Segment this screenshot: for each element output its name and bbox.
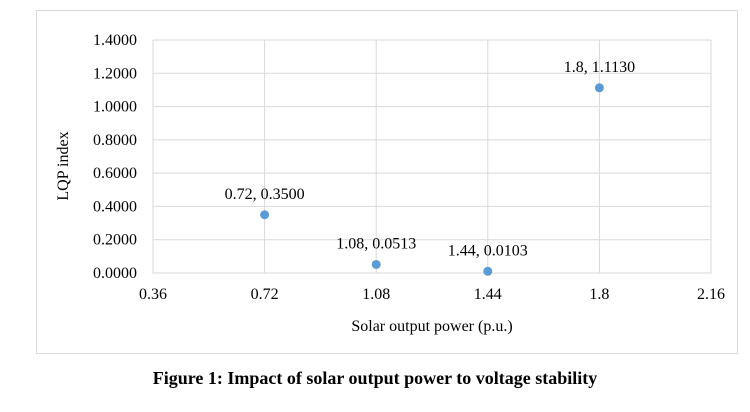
data-points bbox=[260, 83, 604, 276]
x-axis-title: Solar output power (p.u.) bbox=[351, 318, 512, 335]
y-tick-label: 0.2000 bbox=[93, 232, 137, 249]
x-tick-label: 1.08 bbox=[362, 286, 390, 303]
axes: 0.0000 0.2000 0.4000 0.6000 0.8000 1.0000 1.20… bbox=[93, 32, 725, 303]
y-tick-label: 1.4000 bbox=[93, 32, 137, 49]
data-labels: 0.72, 0.3500 1.08, 0.0513 1.44, 0.0103 1.8,… bbox=[225, 59, 636, 260]
x-tick-label: 1.8 bbox=[589, 286, 609, 303]
data-label: 1.44, 0.0103 bbox=[448, 242, 528, 259]
data-label: 1.8, 1.1130 bbox=[564, 59, 635, 76]
y-tick-label: 0.4000 bbox=[93, 198, 137, 215]
data-label: 0.72, 0.3500 bbox=[225, 186, 305, 203]
y-tick-label: 1.0000 bbox=[93, 99, 137, 116]
y-tick-label: 1.2000 bbox=[93, 65, 137, 82]
data-label: 1.08, 0.0513 bbox=[336, 235, 416, 252]
data-point bbox=[371, 259, 381, 269]
figure-caption: Figure 1: Impact of solar output power t… bbox=[152, 368, 598, 388]
scatter-chart: 0.0000 0.2000 0.4000 0.6000 0.8000 1.0000 1.20… bbox=[55, 32, 725, 335]
y-axis-title: LQP index bbox=[55, 131, 72, 200]
x-tick-label: 2.16 bbox=[697, 286, 725, 303]
data-point bbox=[260, 210, 270, 220]
gridlines bbox=[153, 39, 712, 273]
x-tick-label: 1.44 bbox=[474, 286, 502, 303]
data-point bbox=[483, 266, 493, 276]
y-tick-label: 0.8000 bbox=[93, 132, 137, 149]
y-tick-label: 0.0000 bbox=[93, 265, 137, 282]
x-tick-label: 0.72 bbox=[251, 286, 279, 303]
x-tick-label: 0.36 bbox=[139, 286, 167, 303]
y-tick-label: 0.6000 bbox=[93, 165, 137, 182]
data-point bbox=[594, 83, 604, 93]
